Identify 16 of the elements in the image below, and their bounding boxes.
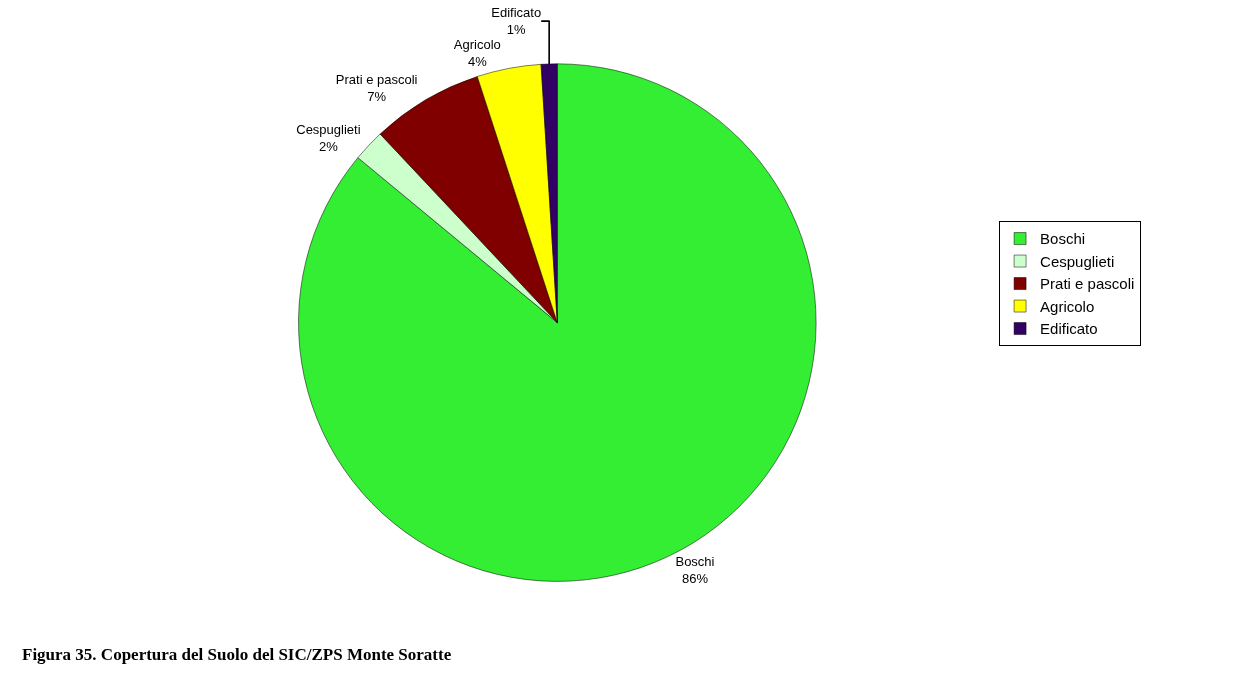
- legend-label: Agricolo: [1040, 297, 1095, 315]
- slice-label: Agricolo: [453, 37, 501, 53]
- data-label: 7%: [367, 88, 387, 104]
- legend-label: Boschi: [1040, 230, 1086, 248]
- legend-label: Prati e pascoli: [1040, 275, 1135, 293]
- data-label: 2%: [319, 138, 339, 154]
- slice-label: Boschi: [675, 553, 715, 569]
- legend-label: Cespuglieti: [1040, 252, 1115, 270]
- slice-label: Prati e pascoli: [335, 72, 418, 88]
- legend-label: Edificato: [1040, 320, 1098, 338]
- slice-label: Cespuglieti: [296, 122, 361, 138]
- text: Figura 35. Copertura del Suolo del SIC/ZPS Monte Soratte: [22, 645, 452, 664]
- data-label: 1%: [506, 22, 527, 38]
- data-label: 4%: [467, 53, 488, 69]
- slice-label: Edificato: [491, 5, 542, 21]
- data-label: 86%: [681, 570, 709, 586]
